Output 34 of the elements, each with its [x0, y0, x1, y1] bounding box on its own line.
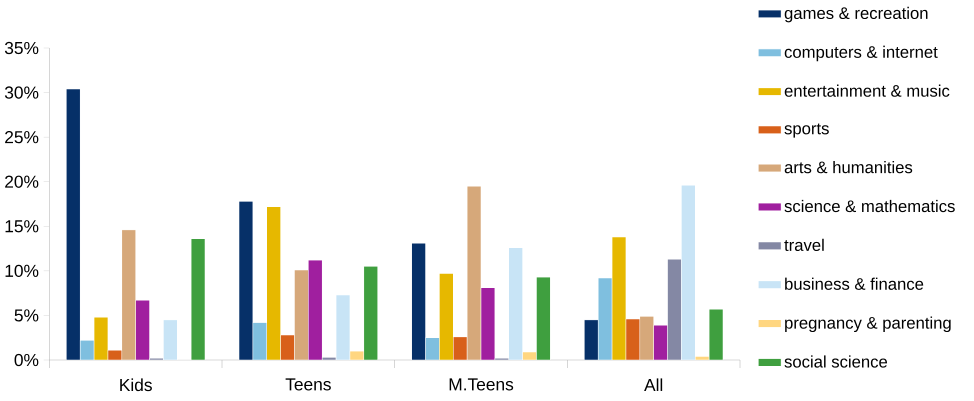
y-tick-label: 20%: [5, 176, 38, 188]
bar: [681, 185, 696, 360]
bar: [640, 316, 654, 360]
y-tick-label: 30%: [4, 86, 38, 99]
legend-label: games & recreation: [784, 6, 928, 22]
bar: [466, 186, 482, 360]
y-tick-label: 5%: [14, 309, 38, 322]
y-tick-label: 10%: [6, 264, 38, 277]
legend-label: computers & internet: [784, 46, 938, 62]
bar: [584, 320, 598, 360]
bar: [294, 270, 309, 360]
y-tick-label: 15%: [6, 220, 38, 232]
x-tick-label: Kids: [120, 378, 152, 392]
bar: [411, 242, 426, 360]
bar: [122, 230, 136, 360]
bar: [336, 294, 350, 360]
bar: [508, 247, 523, 360]
y-tick-label: 25%: [5, 131, 38, 144]
legend-label: pregnancy & parenting: [785, 316, 951, 332]
x-tick-label: All: [644, 378, 662, 391]
bar: [66, 88, 80, 360]
legend-label: entertainment & music: [784, 84, 950, 97]
legend-label: business & finance: [785, 278, 924, 290]
x-tick-label: Teens: [286, 378, 331, 390]
x-tick-label: M.Teens: [450, 378, 514, 390]
legend-label: sports: [784, 123, 829, 138]
legend-label: travel: [784, 238, 824, 252]
y-tick-label: 0%: [14, 354, 38, 366]
legend-label: science & mathematics: [784, 200, 955, 212]
legend-label: social science: [784, 355, 888, 368]
bar: [238, 201, 254, 360]
legend-label: arts & humanities: [784, 161, 912, 174]
bar: [163, 320, 178, 360]
y-tick-label: 35%: [4, 42, 38, 54]
